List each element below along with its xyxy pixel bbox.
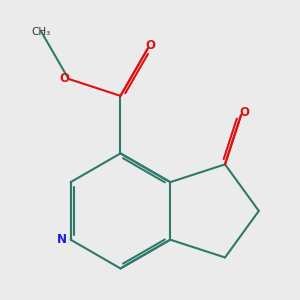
Text: O: O xyxy=(239,106,249,119)
Text: N: N xyxy=(57,233,67,246)
Text: O: O xyxy=(146,39,156,52)
Text: CH₃: CH₃ xyxy=(32,26,51,37)
Text: O: O xyxy=(59,72,69,86)
